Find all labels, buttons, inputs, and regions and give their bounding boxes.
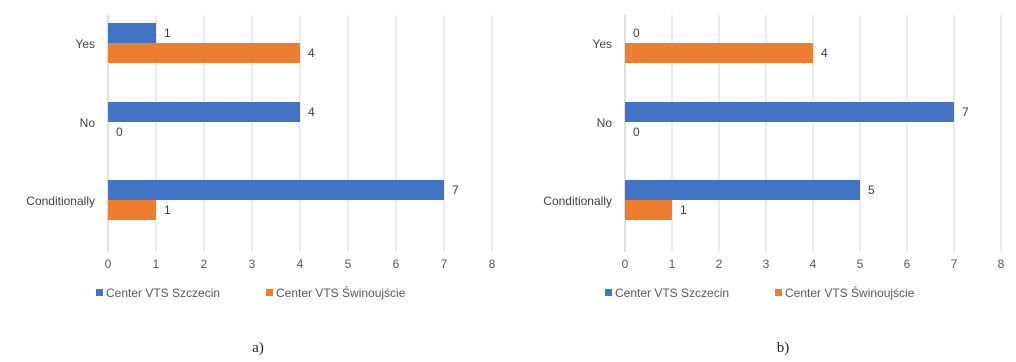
chart-1-x-tick-label: 6 (393, 257, 400, 271)
chart-2-x-tick-label: 4 (810, 257, 817, 271)
chart-2-legend-swatch (775, 289, 782, 296)
chart-1-data-label: 1 (164, 26, 171, 40)
chart-2-bar (625, 180, 860, 200)
chart-2-x-tick-label: 6 (904, 257, 911, 271)
chart-1-panel-label: a) (252, 340, 264, 356)
chart-2-x-tick-label: 0 (622, 257, 629, 271)
chart-2-x-tick-label: 2 (716, 257, 723, 271)
chart-1-bar (108, 43, 300, 63)
chart-1-bar (108, 200, 156, 220)
chart-1-data-label: 4 (308, 105, 315, 119)
chart-2-data-label: 1 (680, 203, 687, 217)
chart-2-legend-label: Center VTS Świnoujście (785, 285, 915, 300)
chart-2-legend-label: Center VTS Szczecin (615, 286, 729, 300)
chart-2-data-label: 0 (633, 26, 640, 40)
chart-2-category-label: Conditionally (543, 194, 612, 208)
chart-1-x-tick-label: 8 (489, 257, 496, 271)
chart-2-data-label: 0 (633, 125, 640, 139)
chart-2-x-tick-label: 7 (951, 257, 958, 271)
chart-1-legend-swatch (266, 289, 273, 296)
chart-1-data-label: 1 (164, 203, 171, 217)
chart-2-data-label: 4 (821, 46, 828, 60)
chart-2-x-tick-label: 8 (998, 257, 1005, 271)
chart-2-legend-swatch (605, 289, 612, 296)
chart-2-bar (625, 200, 672, 220)
chart-1-x-tick-label: 1 (153, 257, 160, 271)
chart-1-data-label: 4 (308, 46, 315, 60)
chart-2-data-label: 7 (962, 105, 969, 119)
chart-2-category-label: Yes (592, 37, 612, 51)
chart-1-bar (108, 102, 300, 122)
chart-1-legend-label: Center VTS Świnoujście (276, 285, 406, 300)
chart-1-data-label: 0 (116, 125, 123, 139)
chart-1-bar (108, 180, 444, 200)
chart-1-x-tick-label: 0 (105, 257, 112, 271)
chart-1-category-label: Conditionally (26, 194, 95, 208)
chart-1-x-tick-label: 3 (249, 257, 256, 271)
chart-1-bar (108, 23, 156, 43)
chart-1-x-tick-label: 2 (201, 257, 208, 271)
chart-2-x-tick-label: 1 (669, 257, 676, 271)
chart-1-data-label: 7 (452, 183, 459, 197)
chart-1-category-label: Yes (75, 37, 95, 51)
chart-1-category-label: No (80, 116, 96, 130)
chart-2-x-tick-label: 3 (763, 257, 770, 271)
chart-2-panel-label: b) (777, 340, 790, 356)
chart-2-bar (625, 43, 813, 63)
chart-1-x-tick-label: 5 (345, 257, 352, 271)
chart-2-x-tick-label: 5 (857, 257, 864, 271)
chart-1-legend-label: Center VTS Szczecin (106, 286, 220, 300)
chart-2-bar (625, 102, 954, 122)
chart-2-data-label: 5 (868, 183, 875, 197)
chart-1-legend-swatch (96, 289, 103, 296)
chart-1-x-tick-label: 4 (297, 257, 304, 271)
chart-2-category-label: No (597, 116, 613, 130)
chart-1-x-tick-label: 7 (441, 257, 448, 271)
